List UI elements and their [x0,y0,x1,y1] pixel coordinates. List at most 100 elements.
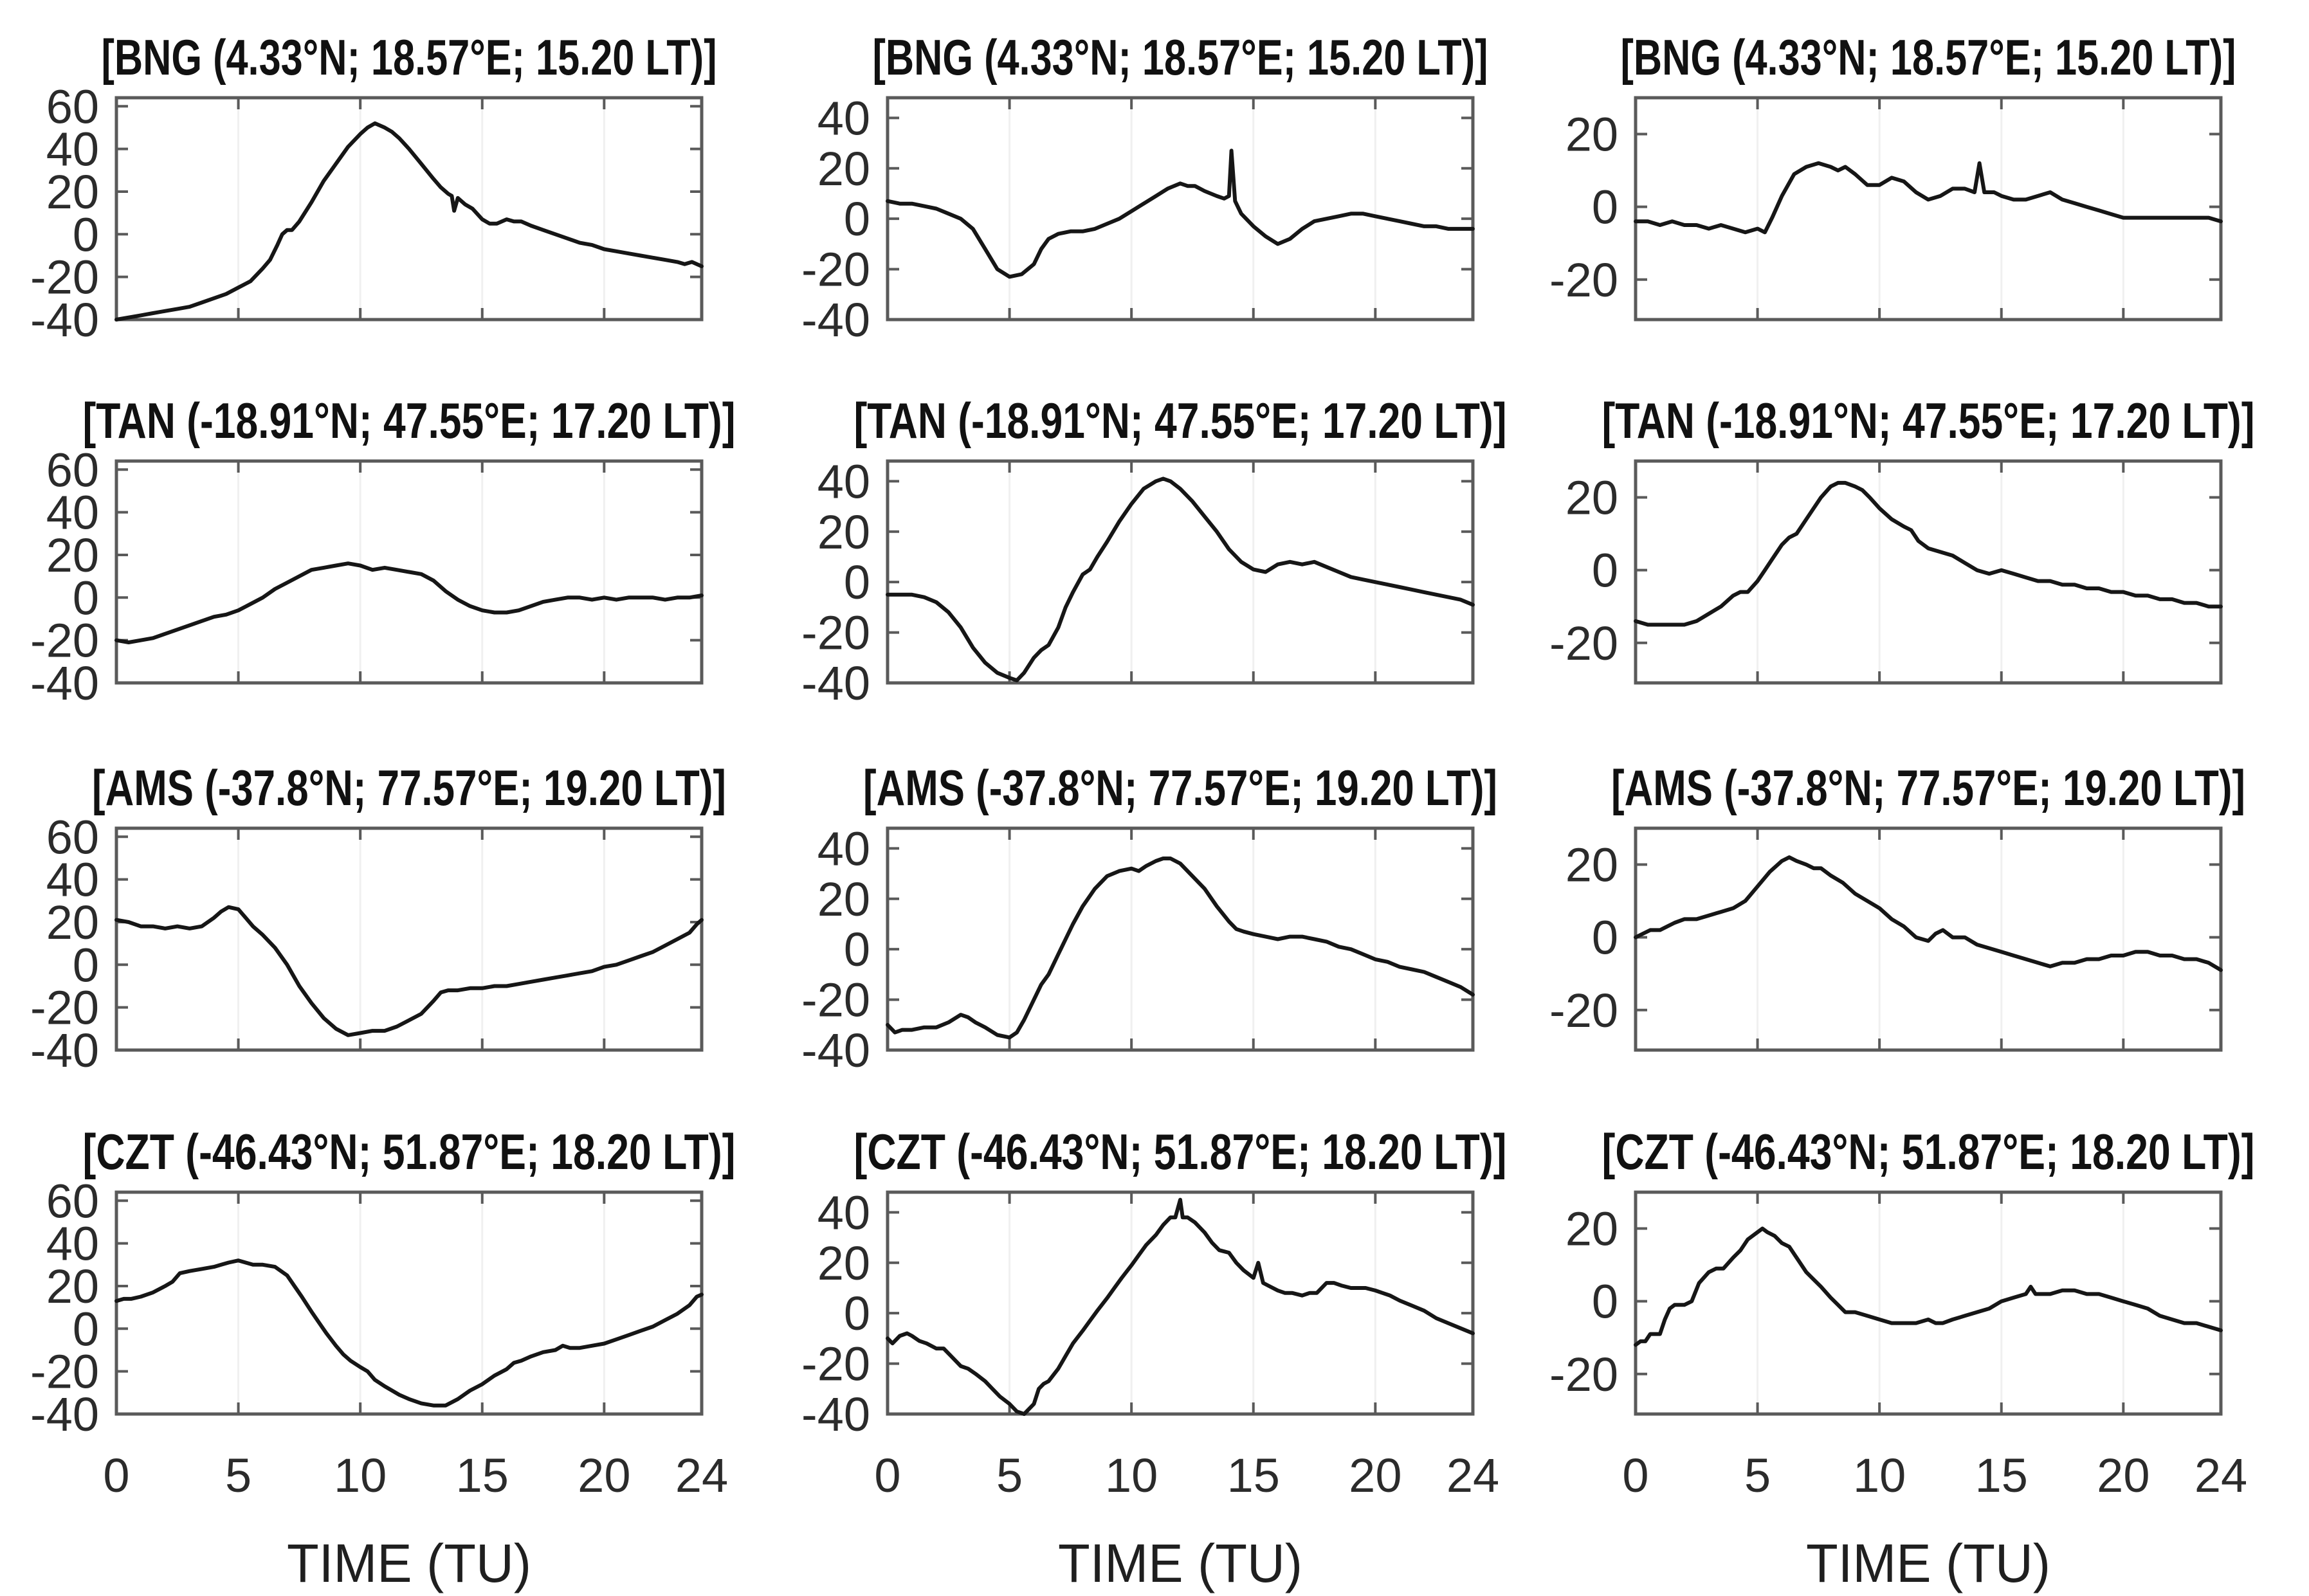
y-tick-label: -20 [1549,253,1618,307]
axes-frame [886,1190,1475,1416]
axes-frame [114,826,704,1052]
panel-title: [CZT (-46.43°N; 51.87°E; 18.20 LT)] [83,1123,736,1180]
chart-panel-bng-h: [BNG (4.33°N; 18.57°E; 15.20 LT)]6040200… [30,29,716,347]
y-tick-label: -20 [1549,1348,1618,1401]
tick-marks [888,461,1473,684]
y-tick-label: -20 [801,1338,870,1391]
chart-panel-tan-h: [TAN (-18.91°N; 47.55°E; 17.20 LT)]60402… [30,392,735,710]
axes-frame [1634,1190,2223,1416]
y-tick-label: -40 [30,657,99,710]
y-tick-label: 0 [73,1302,99,1356]
axes-frame [1634,459,2223,685]
y-tick-label: 0 [844,192,870,246]
panel-title: [CZT (-46.43°N; 51.87°E; 18.20 LT)] [1602,1123,2255,1180]
tick-marks [116,98,702,321]
data-line-ams [886,857,1475,1040]
tick-marks [888,1192,1473,1415]
x-tick-label: 24 [2195,1449,2247,1502]
x-tick-label: 24 [1447,1449,1499,1502]
panel-title: [BNG (4.33°N; 18.57°E; 15.20 LT)] [102,29,717,86]
axes-frame [1634,96,2223,322]
axes-frame [114,96,704,322]
tick-marks [1636,828,2221,1050]
panel-title: [AMS (-37.8°N; 77.57°E; 19.20 LT)] [1611,759,2245,816]
y-tick-label: -40 [30,293,99,347]
y-tick-label: 40 [817,455,870,508]
y-tick-label: 0 [844,556,870,609]
y-tick-label: 0 [1592,181,1618,234]
y-tick-label: 40 [46,853,99,907]
y-tick-label: 20 [817,505,870,559]
y-tick-label: 20 [817,1237,870,1290]
y-tick-label: -20 [801,243,870,296]
y-tick-label: 20 [1565,1202,1618,1256]
chart-panel-czt-h: [CZT (-46.43°N; 51.87°E; 18.20 LT)]60402… [30,1123,735,1593]
y-tick-label: -20 [1549,984,1618,1037]
panel-title: [TAN (-18.91°N; 47.55°E; 17.20 LT)] [1602,392,2255,449]
data-line-czt [1634,1226,2223,1347]
y-tick-label: 40 [46,123,99,176]
chart-panel-ams-h: [AMS (-37.8°N; 77.57°E; 19.20 LT)]604020… [30,759,726,1077]
data-line-ams [1634,855,2223,972]
x-tick-label: 0 [874,1449,900,1502]
axes-frame [886,96,1475,322]
data-line-bng [886,149,1475,279]
y-tick-label: 20 [46,1260,99,1313]
y-tick-label: 20 [46,529,99,582]
axes-frame [114,1190,704,1416]
x-tick-label: 0 [1622,1449,1648,1502]
y-tick-label: 40 [46,1217,99,1271]
y-tick-label: 40 [817,822,870,875]
chart-panel-bng-d: [BNG (4.33°N; 18.57°E; 15.20 LT)]40200-2… [801,29,1488,347]
y-tick-label: -20 [801,974,870,1027]
tick-marks [116,1192,702,1415]
y-tick-label: -40 [30,1024,99,1077]
chart-panel-bng-z: [BNG (4.33°N; 18.57°E; 15.20 LT)]20 0 -20 [1549,29,2236,322]
tick-marks [1636,98,2221,320]
x-tick-label: 5 [225,1449,251,1502]
data-line-czt [886,1197,1475,1416]
data-line-tan [114,561,704,644]
panel-title: [CZT (-46.43°N; 51.87°E; 18.20 LT)] [854,1123,1507,1180]
x-tick-label: 10 [1853,1449,1906,1502]
y-tick-label: 20 [817,873,870,926]
panel-title: [TAN (-18.91°N; 47.55°E; 17.20 LT)] [854,392,1507,449]
y-tick-label: 0 [73,938,99,992]
y-tick-label: -20 [30,1345,99,1399]
chart-panel-ams-z: [AMS (-37.8°N; 77.57°E; 19.20 LT)] 20 0 -20 [1549,759,2245,1052]
x-tick-label: 0 [103,1449,129,1502]
panel-title: [AMS (-37.8°N; 77.57°E; 19.20 LT)] [863,759,1497,816]
y-tick-label: 60 [46,443,99,496]
y-tick-label: -20 [30,614,99,667]
axes-frame [886,459,1475,685]
panel-title: [BNG (4.33°N; 18.57°E; 15.20 LT)] [873,29,1488,86]
y-tick-label: 60 [46,80,99,133]
tick-marks [116,828,702,1051]
x-tick-label: 10 [1105,1449,1158,1502]
x-tick-label: 20 [578,1449,630,1502]
data-line-bng [1634,161,2223,235]
x-tick-label: 15 [1227,1449,1280,1502]
y-tick-label: 0 [73,208,99,261]
y-tick-label: 20 [46,896,99,949]
y-tick-label: -40 [801,293,870,347]
x-axis-label: TIME (TU) [1806,1533,2050,1593]
y-tick-label: -40 [801,1388,870,1441]
chart-panel-tan-z: [TAN (-18.91°N; 47.55°E; 17.20 LT)] 20 0 -2… [1549,392,2255,685]
y-tick-label: 20 [1565,108,1618,161]
panel-title: [BNG (4.33°N; 18.57°E; 15.20 LT)] [1621,29,2236,86]
x-tick-label: 5 [1744,1449,1771,1502]
tick-marks [888,98,1473,321]
data-line-tan [886,476,1475,683]
y-tick-label: -40 [801,657,870,710]
y-tick-label: -20 [30,981,99,1035]
x-tick-label: 10 [334,1449,387,1502]
y-tick-label: 20 [817,142,870,195]
x-axis-label: TIME (TU) [1058,1533,1302,1593]
y-tick-label: 0 [1592,544,1618,597]
y-tick-label: 40 [46,486,99,540]
tick-marks [888,828,1473,1051]
tick-marks [1636,461,2221,683]
x-tick-label: 15 [456,1449,509,1502]
y-tick-label: -20 [1549,617,1618,670]
